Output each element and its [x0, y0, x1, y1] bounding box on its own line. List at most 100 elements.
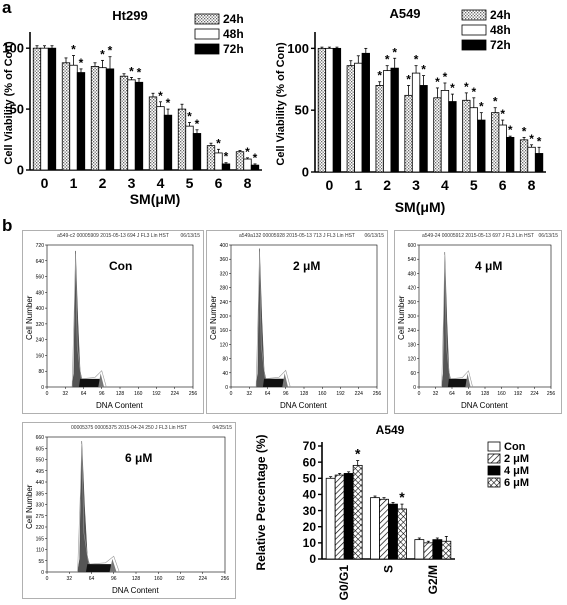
x-tick-label: 160 — [318, 391, 327, 397]
y-tick-label: 10 — [303, 536, 317, 550]
y-tick-label: 660 — [36, 435, 45, 441]
y-tick-label: 550 — [36, 458, 45, 464]
y-tick-label: 720 — [36, 243, 45, 249]
y-tick-label: 60 — [410, 371, 416, 377]
x-tick-label: 192 — [176, 576, 185, 582]
significance-star: * — [224, 150, 229, 164]
histogram-2um: a549a132 00005928 2015-05-13 713 J FL3 L… — [206, 230, 388, 414]
s-phase-band — [85, 564, 116, 572]
histogram-4um: a549-24 00005912 2015-05-13 697 J FL3 Li… — [394, 230, 562, 414]
y-tick-label: 560 — [36, 275, 45, 281]
bar — [506, 136, 515, 173]
y-tick-label: 600 — [408, 243, 417, 249]
x-tick-label: 256 — [221, 576, 230, 582]
y-axis-label: Cell Number — [397, 295, 406, 340]
significance-star: * — [79, 56, 84, 70]
category-label: 6 — [499, 177, 507, 193]
x-tick-label: 0 — [46, 391, 49, 397]
category-label: 5 — [186, 175, 194, 191]
category-label: 4 — [157, 175, 165, 191]
significance-star: * — [399, 489, 405, 505]
y-tick-label: 480 — [36, 290, 45, 296]
bar — [361, 52, 370, 173]
significance-star: * — [253, 151, 258, 165]
chart-title: Ht299 — [112, 8, 147, 23]
y-tick-label: 360 — [408, 300, 417, 306]
legend-label: 6 μM — [504, 477, 529, 489]
y-tick-label: 330 — [36, 503, 45, 509]
significance-star: * — [392, 45, 397, 59]
bar — [491, 112, 500, 173]
y-axis-label: Cell Number — [25, 484, 34, 529]
histogram-outline — [255, 251, 291, 388]
significance-star: * — [187, 109, 192, 123]
histogram-header: a549-24 00005912 2015-05-13 697 J FL3 Li… — [421, 233, 535, 239]
significance-star: * — [443, 70, 448, 84]
y-tick-label: 275 — [36, 514, 45, 520]
bar — [440, 90, 450, 173]
category-label: 8 — [244, 175, 252, 191]
significance-star: * — [406, 72, 411, 86]
bar — [235, 151, 245, 171]
bar — [192, 133, 202, 171]
x-tick-label: 64 — [449, 391, 455, 397]
bar — [354, 62, 363, 173]
x-tick-label: 64 — [265, 391, 271, 397]
histogram-date: 04/25/15 — [212, 425, 232, 431]
y-tick-label: 80 — [222, 357, 228, 363]
x-axis-label: DNA Content — [280, 401, 327, 410]
y-tick-label: 360 — [220, 257, 229, 263]
x-tick-label: 256 — [189, 391, 198, 397]
y-tick-label: 640 — [36, 259, 45, 265]
category-label: 3 — [128, 175, 136, 191]
bar — [119, 75, 129, 171]
x-tick-label: 192 — [514, 391, 523, 397]
y-tick-label: 0 — [302, 165, 309, 180]
legend-swatch — [194, 28, 220, 40]
significance-star: * — [522, 124, 527, 138]
x-tick-label: 128 — [116, 391, 125, 397]
y-tick-label: 220 — [36, 525, 45, 531]
y-axis-label: Relative Percentage (%) — [254, 434, 268, 570]
x-tick-label: 32 — [246, 391, 252, 397]
bar — [441, 540, 452, 560]
x-axis-label: DNA Content — [461, 401, 508, 410]
y-tick-label: 240 — [220, 300, 229, 306]
significance-star: * — [500, 107, 505, 121]
x-tick-label: 224 — [530, 391, 539, 397]
bar — [332, 47, 342, 173]
y-tick-label: 240 — [408, 328, 417, 334]
x-tick-label: 192 — [336, 391, 345, 397]
bar — [177, 108, 187, 171]
significance-star: * — [377, 69, 382, 83]
y-tick-label: 80 — [38, 369, 44, 375]
g2-peak — [98, 373, 105, 387]
treatment-label: 4 μM — [475, 259, 503, 273]
x-tick-label: 32 — [62, 391, 68, 397]
y-tick-label: 0 — [413, 385, 416, 391]
y-tick-label: 0 — [225, 385, 228, 391]
y-tick-label: 0 — [41, 385, 44, 391]
significance-star: * — [385, 53, 390, 67]
s-phase-band — [262, 378, 287, 387]
legend-label: 2 μM — [504, 453, 529, 465]
bar — [397, 508, 407, 560]
bar — [379, 498, 389, 560]
bar — [134, 81, 144, 171]
y-tick-label: 420 — [408, 286, 417, 292]
y-tick-label: 160 — [36, 353, 45, 359]
y-tick-label: 400 — [220, 243, 229, 249]
bar — [448, 101, 457, 173]
legend-swatch — [461, 9, 487, 21]
legend-label: 48h — [490, 23, 511, 37]
y-tick-label: 70 — [303, 439, 317, 453]
significance-star: * — [421, 63, 426, 77]
bar — [61, 62, 71, 171]
category-label: 6 — [215, 175, 223, 191]
category-label: G2/M — [426, 565, 440, 594]
significance-star: * — [414, 53, 419, 67]
y-tick-label: 60 — [303, 455, 317, 469]
bar — [325, 477, 336, 560]
treatment-label: 2 μM — [293, 259, 321, 273]
